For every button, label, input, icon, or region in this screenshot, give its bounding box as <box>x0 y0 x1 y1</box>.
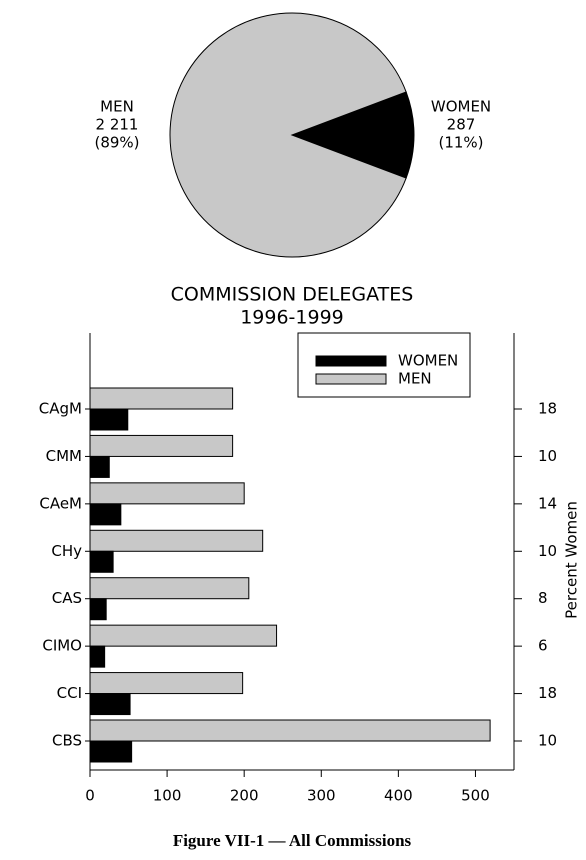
pie-slice <box>169 12 407 258</box>
bar <box>89 624 278 647</box>
pie-slice <box>290 91 415 179</box>
x-tick-label: 400 <box>384 787 413 805</box>
y-tick-label: CHy <box>51 542 82 560</box>
legend-label: WOMEN <box>398 352 458 370</box>
y-tick-label: CBS <box>52 732 82 750</box>
chart-title: COMMISSION DELEGATES <box>171 284 414 306</box>
y2-tick-label: 6 <box>538 637 548 655</box>
legend-swatch <box>315 355 387 367</box>
y2-tick-label: 10 <box>538 542 557 560</box>
y-tick-label: CCI <box>57 684 82 702</box>
y-tick-label: CIMO <box>42 637 82 655</box>
bar <box>89 598 107 621</box>
bar <box>89 550 114 573</box>
bar <box>89 408 129 431</box>
bar <box>89 693 131 716</box>
bar <box>89 455 110 478</box>
x-tick-label: 100 <box>153 787 182 805</box>
y-tick-label: CAS <box>52 589 82 607</box>
bar <box>89 482 245 505</box>
bar <box>89 577 250 600</box>
slice-value: 2 211 <box>96 116 139 134</box>
x-tick-label: 200 <box>230 787 259 805</box>
y2-tick-label: 10 <box>538 447 557 465</box>
y-tick-label: CAgM <box>39 400 82 418</box>
y2-tick-label: 18 <box>538 400 557 418</box>
caption: Figure VII-1 — All Commissions <box>173 831 412 850</box>
bar <box>89 740 133 763</box>
y2-tick-label: 18 <box>538 684 557 702</box>
bar <box>89 645 106 668</box>
slice-label: MEN <box>100 98 134 116</box>
y2-tick-label: 10 <box>538 732 557 750</box>
x-tick-label: 300 <box>307 787 336 805</box>
x-tick-label: 500 <box>461 787 490 805</box>
legend-swatch <box>315 373 387 385</box>
y2-tick-label: 8 <box>538 589 548 607</box>
bar <box>89 387 234 410</box>
slice-value: 287 <box>447 116 476 134</box>
y-tick-label: CAeM <box>39 494 82 512</box>
y2-tick-label: 14 <box>538 494 557 512</box>
bar <box>89 719 491 742</box>
slice-percent: (89%) <box>94 134 139 152</box>
bar <box>89 434 234 457</box>
x-tick-label: 0 <box>85 787 95 805</box>
slice-percent: (11%) <box>438 134 483 152</box>
y2-axis-label: Percent Women <box>563 501 581 619</box>
bar <box>89 529 264 552</box>
bar <box>89 503 122 526</box>
slice-label: WOMEN <box>431 98 491 116</box>
legend-label: MEN <box>398 370 432 388</box>
bar <box>89 672 244 695</box>
chart-subtitle: 1996-1999 <box>240 307 344 329</box>
y-tick-label: CMM <box>46 447 82 465</box>
